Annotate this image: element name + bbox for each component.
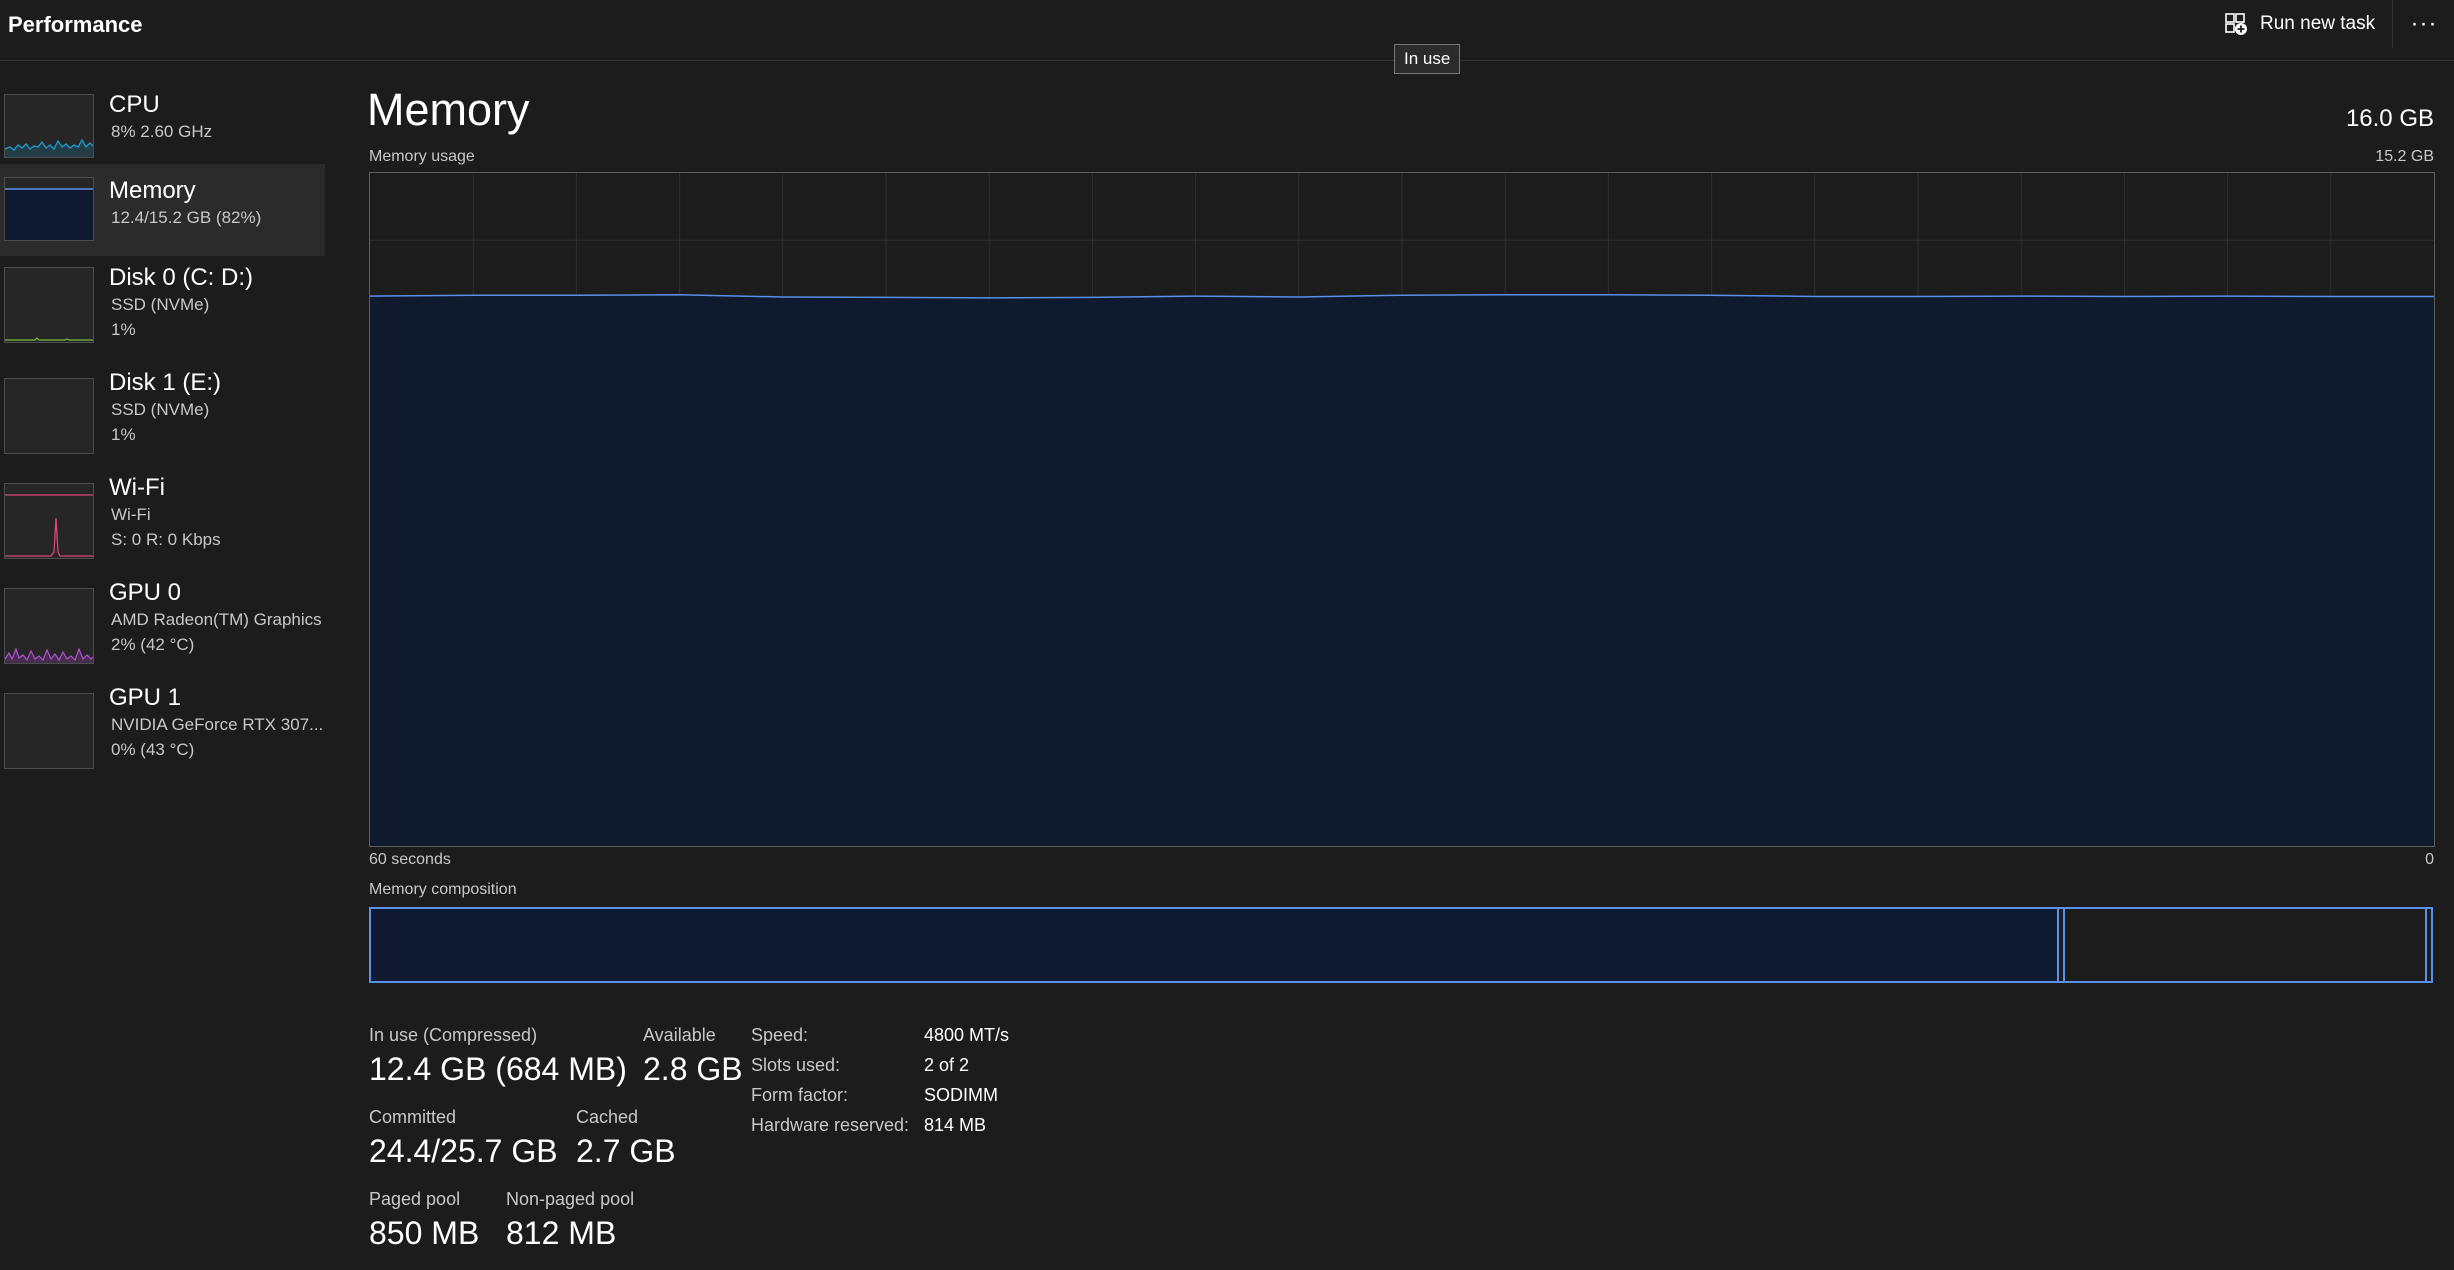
committed-label: Committed: [369, 1107, 457, 1127]
sidebar-item-detail: 0% (43 °C): [111, 740, 195, 759]
time-axis-end-label: 0: [2425, 851, 2434, 868]
hardware-reserved-value: 814 MB: [924, 1115, 987, 1135]
usage-area: [370, 294, 2434, 846]
section-title: Memory: [367, 84, 530, 135]
memory-composition-bar: [369, 907, 2433, 983]
sidebar-item-detail: 12.4/15.2 GB (82%): [111, 208, 262, 227]
usage-label: Memory usage: [369, 148, 475, 165]
sidebar-item-detail: 8% 2.60 GHz: [111, 122, 213, 141]
paged-pool-label: Paged pool: [369, 1189, 461, 1209]
paged-pool-value: 850 MB: [369, 1215, 480, 1251]
hardware-reserved-label: Hardware reserved:: [751, 1115, 910, 1135]
composition-in-use: [371, 909, 2059, 981]
in-use-label: In use (Compressed): [369, 1025, 538, 1045]
sidebar-item-detail: NVIDIA GeForce RTX 307...: [111, 715, 324, 734]
sidebar-item-label: GPU 0: [109, 579, 182, 606]
sidebar-item-gpu-1[interactable]: GPU 1 NVIDIA GeForce RTX 307... 0% (43 °…: [0, 682, 325, 782]
sidebar-item-label: Wi-Fi: [109, 474, 165, 501]
time-axis-label: 60 seconds: [369, 851, 451, 868]
usage-max-label: 15.2 GB: [2375, 148, 2434, 165]
gpu0-thumbnail-graph: [4, 588, 94, 664]
sidebar-item-detail: SSD (NVMe): [111, 295, 210, 314]
sidebar-item-detail: SSD (NVMe): [111, 400, 210, 419]
memory-usage-chart: [369, 173, 2434, 846]
gpu1-thumbnail-graph: [4, 693, 94, 769]
sidebar-item-detail: 2% (42 °C): [111, 635, 195, 654]
sidebar-item-label: Disk 1 (E:): [109, 369, 222, 396]
sidebar-item-detail: 1%: [111, 320, 136, 339]
usage-line: [369, 294, 2434, 299]
run-new-task-label: Run new task: [2260, 13, 2376, 34]
more-icon: ···: [2410, 10, 2438, 37]
form-factor-value: SODIMM: [924, 1085, 998, 1105]
sidebar-item-label: Memory: [109, 177, 196, 204]
cpu-thumbnail-graph: [4, 94, 94, 158]
memory-usage-graph: [369, 172, 2435, 847]
speed-label: Speed:: [751, 1025, 809, 1045]
slots-used-label: Slots used:: [751, 1055, 841, 1075]
sidebar-item-disk-1[interactable]: Disk 1 (E:) SSD (NVMe) 1%: [0, 367, 325, 467]
sidebar-item-label: Disk 0 (C: D:): [109, 264, 253, 291]
total-memory: 16.0 GB: [2345, 105, 2434, 132]
more-options-button[interactable]: ···: [2392, 0, 2454, 48]
sidebar-item-memory[interactable]: Memory 12.4/15.2 GB (82%): [0, 164, 325, 256]
sidebar-item-disk-0[interactable]: Disk 0 (C: D:) SSD (NVMe) 1%: [0, 262, 325, 362]
composition-modified: [2059, 909, 2065, 981]
sidebar-item-detail: 1%: [111, 425, 136, 444]
sidebar-item-gpu-0[interactable]: GPU 0 AMD Radeon(TM) Graphics 2% (42 °C): [0, 577, 325, 677]
sidebar-item-label: CPU: [109, 91, 160, 118]
in-use-value: 12.4 GB (684 MB): [369, 1051, 627, 1087]
sidebar-item-wifi[interactable]: Wi-Fi Wi-Fi S: 0 R: 0 Kbps: [0, 472, 325, 572]
composition-label: Memory composition: [369, 881, 517, 898]
header-bar: Performance Run new task ···: [0, 0, 2454, 61]
cached-value: 2.7 GB: [576, 1133, 676, 1169]
run-task-icon: [2225, 13, 2247, 35]
wifi-thumbnail-graph: [4, 483, 94, 559]
committed-value: 24.4/25.7 GB: [369, 1133, 558, 1169]
sidebar-item-detail: Wi-Fi: [111, 505, 151, 524]
disk1-thumbnail-graph: [4, 378, 94, 454]
non-paged-pool-value: 812 MB: [506, 1215, 617, 1251]
disk0-thumbnail-graph: [4, 267, 94, 343]
slots-used-value: 2 of 2: [924, 1055, 970, 1075]
sidebar-item-detail: S: 0 R: 0 Kbps: [111, 530, 221, 549]
speed-value: 4800 MT/s: [924, 1025, 1010, 1045]
tooltip: In use: [1394, 44, 1461, 74]
available-label: Available: [643, 1025, 716, 1045]
available-value: 2.8 GB: [643, 1051, 743, 1087]
sidebar-item-label: GPU 1: [109, 684, 182, 711]
page-title: Performance: [8, 12, 143, 37]
composition-standby: [2063, 909, 2427, 981]
sidebar-item-detail: AMD Radeon(TM) Graphics: [111, 610, 322, 629]
cached-label: Cached: [576, 1107, 639, 1127]
form-factor-label: Form factor:: [751, 1085, 849, 1105]
non-paged-pool-label: Non-paged pool: [506, 1189, 635, 1209]
run-new-task-button[interactable]: Run new task: [2224, 8, 2375, 40]
memory-thumbnail-graph: [4, 177, 94, 241]
sidebar-item-cpu[interactable]: CPU 8% 2.60 GHz: [0, 83, 325, 159]
